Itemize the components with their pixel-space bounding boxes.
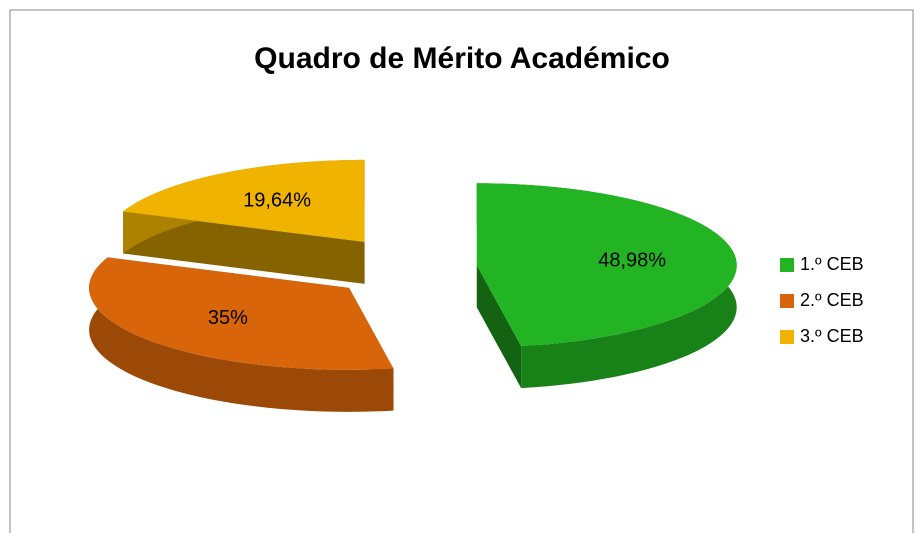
legend-swatch [780, 294, 794, 308]
slice [476, 183, 737, 347]
slice-wall [123, 211, 365, 284]
legend-label: 2.º CEB [800, 290, 864, 310]
slice-side [89, 257, 394, 412]
legend-label: 3.º CEB [800, 326, 864, 346]
slice-wall [476, 265, 522, 389]
data-label: 35% [208, 307, 248, 329]
legend-label: 1.º CEB [800, 254, 864, 274]
chart-title: Quadro de Mérito Académico [254, 42, 670, 75]
slice [123, 159, 365, 242]
slice [89, 257, 394, 370]
legend-swatch [780, 258, 794, 272]
data-label: 19,64% [243, 189, 311, 211]
legend-swatch [780, 330, 794, 344]
data-label: 48,98% [598, 249, 666, 271]
